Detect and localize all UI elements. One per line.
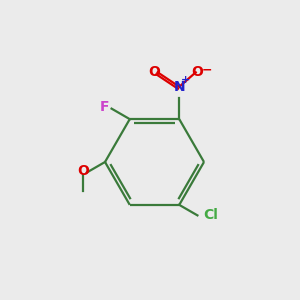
Text: F: F [100,100,109,114]
Text: O: O [191,65,203,79]
Text: O: O [77,164,89,178]
Text: Cl: Cl [203,208,218,222]
Text: −: − [202,63,212,76]
Text: +: + [181,75,190,85]
Text: N: N [173,80,185,94]
Text: O: O [148,65,160,79]
